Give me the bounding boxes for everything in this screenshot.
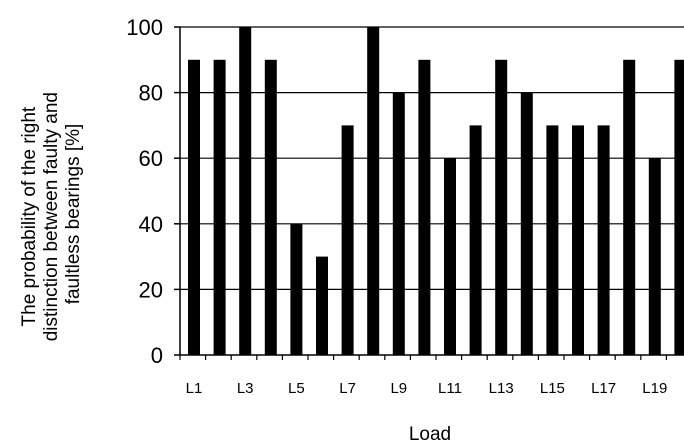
bar-L4 bbox=[264, 59, 277, 356]
bar-L11 bbox=[444, 158, 456, 355]
bar-L18 bbox=[623, 59, 636, 356]
bar-L6 bbox=[316, 256, 328, 355]
x-tick-label-L15: L15 bbox=[540, 380, 565, 397]
x-tick-label-L7: L7 bbox=[339, 380, 356, 397]
bar-L14 bbox=[520, 92, 533, 355]
x-tick-label-L1: L1 bbox=[186, 380, 203, 397]
bar-L9 bbox=[392, 92, 405, 355]
bar-L13 bbox=[495, 59, 508, 356]
bar-L16 bbox=[572, 125, 584, 356]
x-tick-label-L11: L11 bbox=[438, 380, 462, 397]
y-tick-label-60: 60 bbox=[139, 146, 163, 171]
bar-L12 bbox=[469, 125, 482, 356]
x-axis-title: Load bbox=[409, 424, 451, 445]
bar-L15 bbox=[546, 125, 559, 356]
y-axis-title-line-1: The probability of the right bbox=[19, 106, 40, 326]
x-tick-label-L13: L13 bbox=[489, 380, 514, 397]
x-tick-labels: L1 L3 L5 L7 L9 L11 L13 L15 L17 L19 bbox=[186, 380, 668, 397]
y-axis-title-line-2: distinction between faulty and bbox=[41, 92, 62, 341]
bar-L8 bbox=[367, 27, 380, 355]
bar-L10 bbox=[418, 59, 431, 356]
axes bbox=[174, 26, 684, 360]
y-axis-title-line-3: faultless bearings [%] bbox=[63, 124, 84, 305]
bar-L5 bbox=[290, 223, 303, 355]
bar-L19 bbox=[648, 158, 661, 355]
bar-L17 bbox=[597, 125, 610, 356]
y-tick-label-0: 0 bbox=[151, 343, 163, 368]
x-tick-label-L9: L9 bbox=[390, 380, 407, 397]
bar-L3 bbox=[239, 27, 252, 355]
bars bbox=[188, 27, 684, 356]
y-tick-label-40: 40 bbox=[139, 212, 163, 237]
x-tick-label-L3: L3 bbox=[237, 380, 254, 397]
x-tick-label-L17: L17 bbox=[591, 380, 616, 397]
y-tick-labels: 0 20 40 60 80 100 bbox=[126, 15, 163, 368]
bar-L1 bbox=[188, 59, 200, 356]
y-tick-label-80: 80 bbox=[139, 81, 163, 106]
y-axis-title: The probability of the right distinction… bbox=[19, 87, 84, 342]
x-tick-label-L19: L19 bbox=[642, 380, 667, 397]
bar-L2 bbox=[213, 59, 226, 356]
x-tick-label-L5: L5 bbox=[288, 380, 305, 397]
y-tick-label-20: 20 bbox=[139, 277, 163, 302]
y-tick-label-100: 100 bbox=[126, 15, 163, 40]
bar-L7 bbox=[341, 125, 354, 356]
bar-L20 bbox=[674, 59, 684, 356]
